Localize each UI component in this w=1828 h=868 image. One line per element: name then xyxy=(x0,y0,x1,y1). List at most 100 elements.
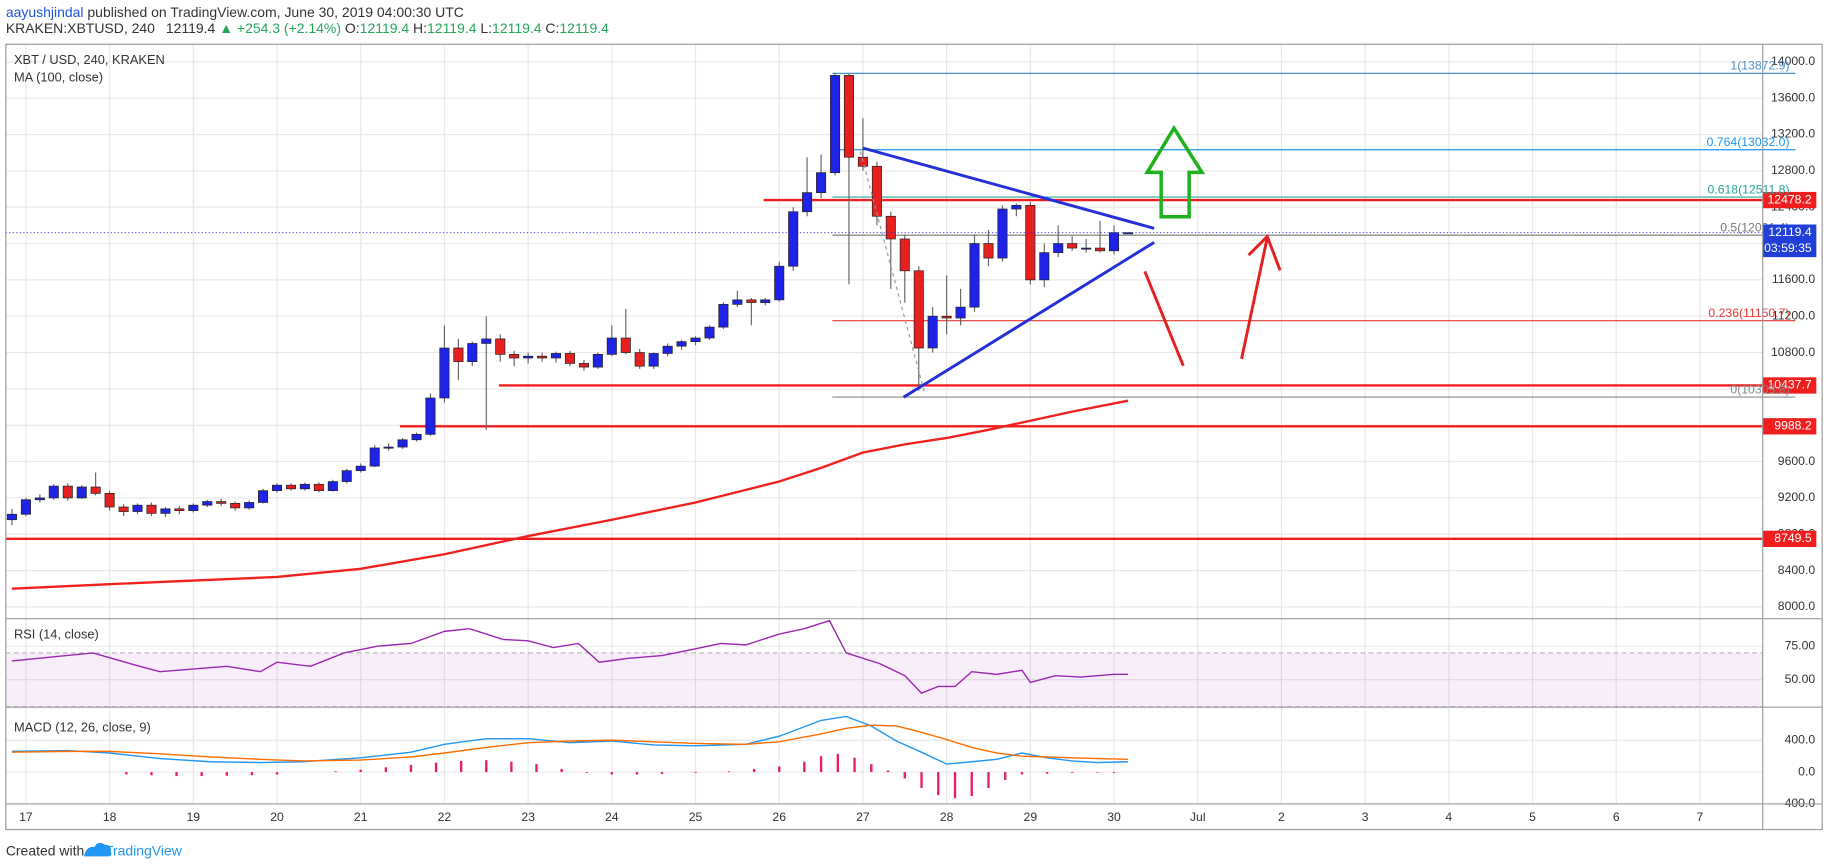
x-tick-label: 30 xyxy=(1107,810,1121,824)
candle-body xyxy=(425,397,436,435)
macd-hist-bar xyxy=(585,772,588,773)
candle-body xyxy=(1039,252,1050,281)
macd-hist-bar xyxy=(610,772,613,775)
fib-label: 0.618(12511.8) xyxy=(1708,182,1790,196)
fib-label: 1(13872.9) xyxy=(1730,59,1789,73)
macd-hist-bar xyxy=(485,760,488,773)
candle-body xyxy=(1095,247,1106,252)
candle-body xyxy=(746,299,757,303)
macd-hist-bar xyxy=(250,772,254,776)
candle-body xyxy=(899,238,910,272)
candle-body xyxy=(843,75,854,158)
candle-body xyxy=(272,484,283,492)
candle-body xyxy=(467,343,478,362)
candle-body xyxy=(495,338,506,355)
macd-hist-bar xyxy=(987,772,990,789)
candle-body xyxy=(1122,232,1134,235)
macd-title: MACD (12, 26, close, 9) xyxy=(14,720,151,735)
author[interactable]: aayushjindal xyxy=(6,4,84,20)
y-tick-label: 10800.0 xyxy=(1771,345,1815,359)
trendline xyxy=(902,241,1155,399)
macd-hist-bar xyxy=(150,772,153,776)
macd-hist-bar xyxy=(870,764,873,773)
x-tick-label: 24 xyxy=(605,810,619,824)
candle-body xyxy=(662,345,673,354)
candle-body xyxy=(369,447,380,467)
candle-body xyxy=(188,504,199,511)
trendline xyxy=(862,146,1155,230)
macd-hist-bar xyxy=(778,766,781,773)
level-label: 12478.2 xyxy=(1767,192,1811,206)
frames xyxy=(5,43,1823,831)
quote-line: KRAKEN:XBTUSD, 240 12119.4 ▲ +254.3 (+2.… xyxy=(6,20,609,36)
macd-hist-bar xyxy=(1020,772,1024,775)
footer-brand[interactable]: TradingView xyxy=(105,842,183,858)
y-tick-label: 9200.0 xyxy=(1778,490,1816,504)
candle-body xyxy=(90,486,101,494)
candle-body xyxy=(857,156,868,167)
level-box xyxy=(1762,377,1817,394)
footer-created: Created with xyxy=(6,842,84,858)
candle-body xyxy=(788,211,799,267)
labels: 17 18 19 20 21 22 23 24 25 26 27 28 29 30 Jul 2 3 4 5 6 7800… xyxy=(19,54,1817,824)
candle-body xyxy=(62,485,73,499)
rsi-title: RSI (14, close) xyxy=(14,626,99,641)
candle-body xyxy=(355,465,366,472)
candle-body xyxy=(258,490,269,503)
candle-body xyxy=(634,352,645,367)
candle-body xyxy=(48,485,59,499)
red-arrow xyxy=(1240,237,1269,360)
candle-body xyxy=(132,504,143,512)
macd-hist-bar xyxy=(225,772,228,776)
candle-body xyxy=(871,165,882,217)
candle-body xyxy=(927,315,938,349)
y-tick-label: 0.0 xyxy=(1798,764,1815,778)
level-box xyxy=(1762,530,1817,548)
x-tick-label: 25 xyxy=(689,810,703,824)
candle-body xyxy=(537,355,548,359)
drawings xyxy=(859,124,1282,399)
candle-body xyxy=(341,470,352,482)
fib-label: 0.764(13032.0) xyxy=(1707,135,1790,149)
candle-body xyxy=(6,513,17,521)
macd-line xyxy=(11,724,1129,762)
candle-body xyxy=(146,504,157,514)
macd-hist-bar xyxy=(535,764,538,773)
x-tick-label: 27 xyxy=(856,810,870,824)
macd-hist-bar xyxy=(459,760,463,773)
y-tick-label: 11600.0 xyxy=(1772,272,1815,286)
o-key: O: xyxy=(345,20,360,36)
x-tick-label: 6 xyxy=(1613,810,1620,824)
ma-legend: MA (100, close) xyxy=(14,69,103,84)
x-tick-label: 2 xyxy=(1278,810,1285,824)
candle-body xyxy=(174,508,185,511)
macd-hist-bar xyxy=(334,771,337,773)
candle-body xyxy=(1081,247,1092,250)
candle-body xyxy=(955,306,966,319)
x-tick-label: 19 xyxy=(187,810,201,824)
x-tick-label: 21 xyxy=(354,810,368,824)
candle-body xyxy=(676,341,687,347)
candle-body xyxy=(564,353,575,364)
candle-body xyxy=(690,337,701,342)
x-tick-label: 22 xyxy=(438,810,452,824)
macd-hist-bar xyxy=(1004,772,1007,781)
y-tick-label: 14000.0 xyxy=(1771,54,1815,68)
y-tick-label: 12800.0 xyxy=(1771,163,1815,177)
last: 12119.4 xyxy=(166,20,216,36)
candle-body xyxy=(1053,243,1064,253)
macd-hist-bar xyxy=(1112,772,1116,773)
rsi-band xyxy=(5,652,1763,707)
candle-body xyxy=(578,363,589,368)
candle-body xyxy=(620,337,631,353)
macd-hist-bar xyxy=(694,772,697,773)
macd-hist-bar xyxy=(1071,772,1074,773)
candle-body xyxy=(983,243,994,259)
candle-body xyxy=(774,265,785,301)
x-tick-label: 20 xyxy=(270,810,284,824)
fib-label: 0(10309.8) xyxy=(1730,382,1789,396)
candle-body xyxy=(327,481,338,492)
level-label: 8749.5 xyxy=(1774,531,1812,545)
candle-body xyxy=(202,501,213,506)
